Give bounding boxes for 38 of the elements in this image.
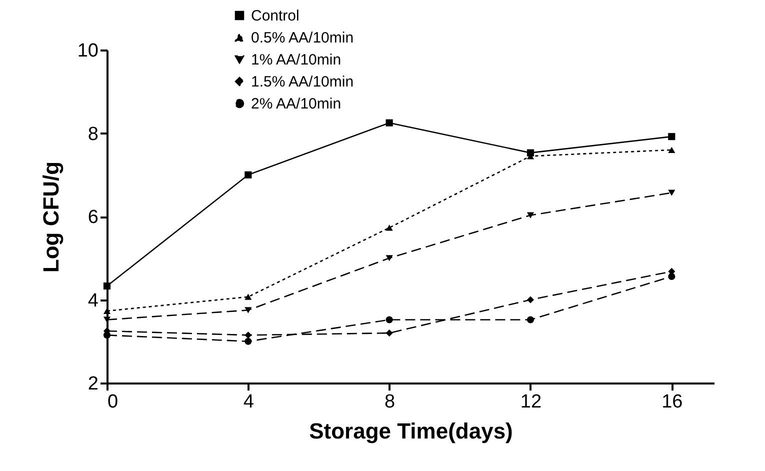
point	[668, 146, 676, 153]
legend-label: 0.5% AA/10min	[251, 30, 354, 46]
point	[244, 294, 252, 300]
point	[386, 119, 393, 126]
point	[103, 316, 111, 323]
legend-label: 1.5% AA/10min	[251, 74, 354, 90]
point	[526, 296, 534, 304]
point	[526, 316, 534, 324]
y-tick-label: 8	[88, 124, 98, 145]
legend-label: 1% AA/10min	[251, 52, 342, 68]
x-tick-label: 12	[520, 392, 542, 412]
y-tick-label: 6	[88, 207, 98, 228]
point	[103, 308, 111, 314]
point	[668, 133, 676, 140]
point	[244, 338, 252, 345]
y-tick-label: 4	[88, 290, 99, 312]
x-tick-label: 8	[384, 392, 396, 412]
x-axis-title: Storage Time(days)	[309, 418, 513, 444]
point	[244, 307, 252, 314]
point	[244, 332, 252, 339]
x-tick-label: 4	[243, 392, 254, 412]
point	[103, 332, 111, 339]
y-tick-label: 10	[77, 40, 98, 62]
point	[386, 330, 393, 337]
point	[526, 212, 534, 218]
point	[103, 282, 111, 290]
x-tick-label: 16	[662, 392, 683, 412]
point	[386, 224, 393, 231]
point	[244, 171, 252, 178]
legend-label: Control	[251, 8, 300, 24]
legend-label: 2% AA/10min	[251, 96, 342, 112]
y-axis-title: Log CFU/g	[38, 161, 64, 273]
point	[668, 190, 676, 196]
point	[386, 316, 393, 324]
x-tick-label: 0	[108, 392, 118, 412]
y-tick-label: 2	[88, 374, 98, 394]
point	[386, 255, 393, 262]
point	[668, 272, 676, 280]
